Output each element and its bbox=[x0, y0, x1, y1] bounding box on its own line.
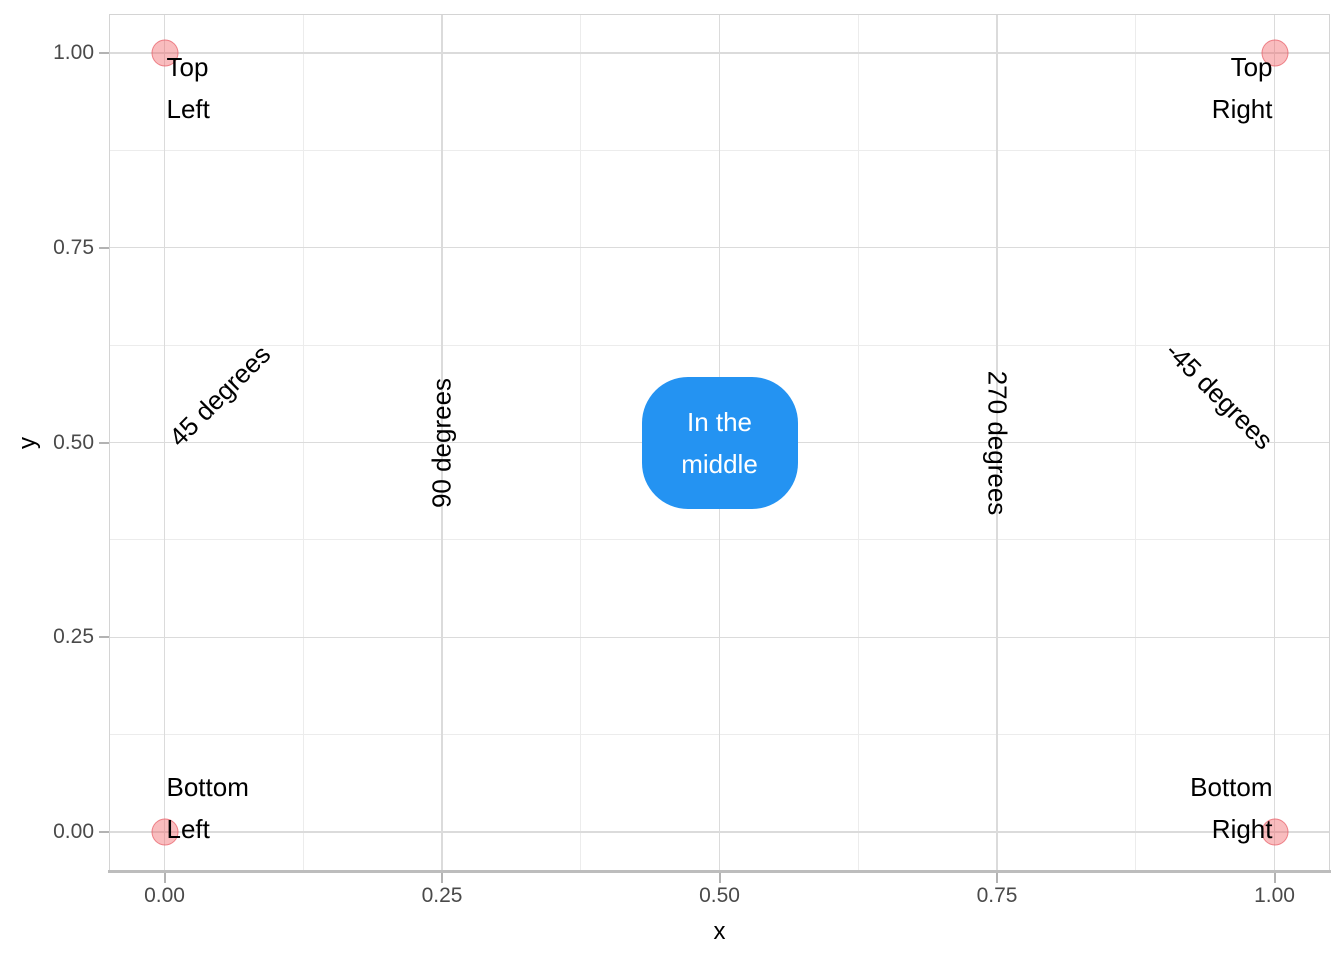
corner-label: Top Right bbox=[1212, 46, 1273, 130]
x-tick-label: 0.75 bbox=[976, 884, 1018, 907]
x-tick-label: 0.50 bbox=[699, 884, 740, 907]
corner-label-line: Top bbox=[166, 51, 209, 82]
y-gridline-major bbox=[110, 636, 1329, 639]
corner-label-line: Left bbox=[166, 93, 210, 124]
x-tick-label: 0.25 bbox=[421, 884, 463, 907]
x-tick bbox=[1273, 873, 1276, 883]
data-point bbox=[151, 818, 178, 846]
corner-label: Top Left bbox=[167, 46, 210, 130]
x-axis-line bbox=[108, 870, 1331, 873]
corner-label-line: Right bbox=[1211, 93, 1273, 124]
y-tick bbox=[99, 246, 109, 249]
corner-label: Bottom Right bbox=[1190, 766, 1272, 850]
data-point bbox=[1261, 818, 1288, 846]
y-axis-title: y bbox=[14, 436, 41, 449]
corner-label-line: Top bbox=[1230, 51, 1273, 82]
corner-label-line: Bottom bbox=[1190, 772, 1273, 803]
y-tick-label: 1.00 bbox=[53, 40, 94, 64]
corner-label-line: Right bbox=[1211, 814, 1273, 845]
x-tick-label: 1.00 bbox=[1254, 884, 1295, 907]
middle-label-line: middle bbox=[681, 448, 758, 479]
data-point bbox=[151, 39, 178, 67]
y-tick-label: 0.00 bbox=[53, 820, 94, 844]
x-tick bbox=[718, 873, 721, 883]
corner-label-line: Bottom bbox=[166, 772, 249, 803]
y-tick-label: 0.50 bbox=[53, 430, 94, 454]
corner-label: Bottom Left bbox=[167, 766, 249, 850]
y-tick-label: 0.25 bbox=[53, 625, 94, 649]
corner-label-line: Left bbox=[166, 814, 210, 845]
rotated-annotation: 270 degrees bbox=[982, 370, 1013, 515]
y-tick bbox=[99, 636, 109, 639]
x-tick bbox=[441, 873, 443, 883]
y-tick bbox=[99, 441, 109, 444]
y-gridline-major bbox=[110, 246, 1329, 249]
x-tick-label: 0.00 bbox=[144, 884, 185, 907]
y-tick bbox=[99, 51, 109, 54]
middle-label-line: In the bbox=[686, 406, 753, 437]
x-tick bbox=[163, 873, 166, 883]
data-point bbox=[1261, 39, 1288, 67]
y-gridline-major bbox=[110, 831, 1329, 833]
middle-label: In the middle bbox=[641, 376, 798, 509]
x-tick bbox=[996, 873, 998, 883]
y-tick bbox=[99, 831, 109, 834]
y-tick-label: 0.75 bbox=[53, 235, 94, 259]
rotated-annotation: 90 degrees bbox=[426, 377, 457, 508]
y-gridline-major bbox=[110, 52, 1329, 54]
x-axis-title: x bbox=[713, 918, 726, 945]
